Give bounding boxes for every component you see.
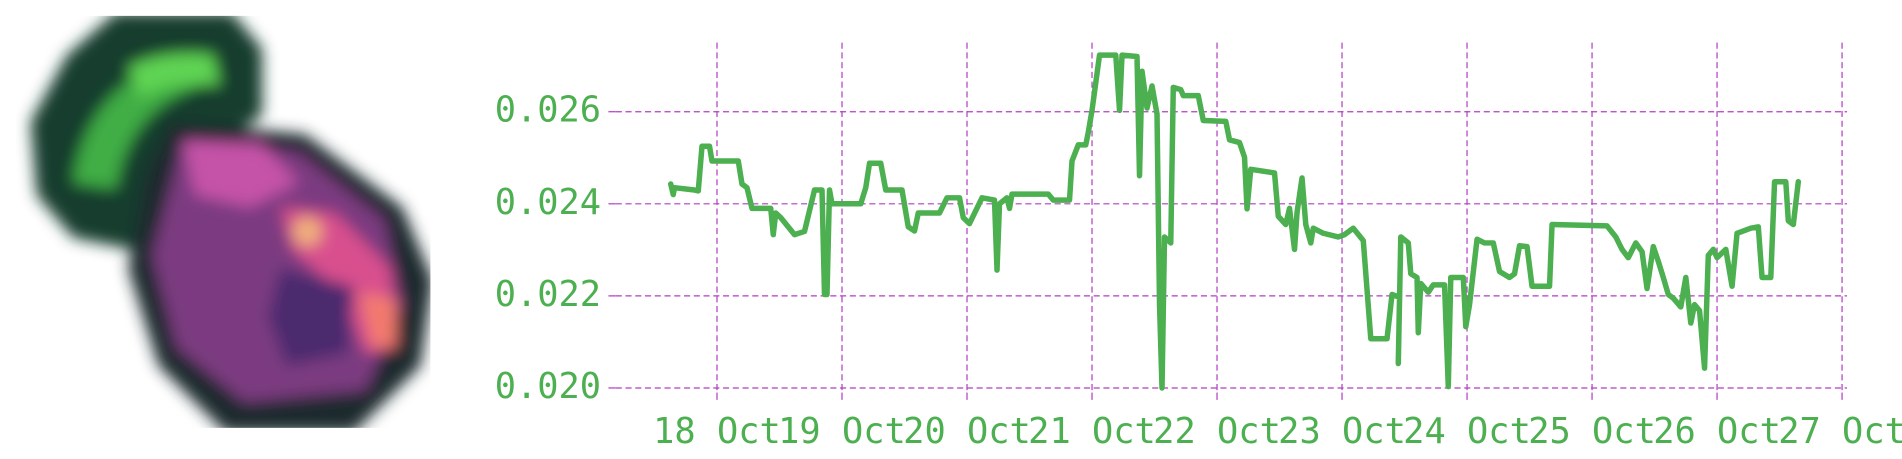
y-tick-label: 0.022 [495,274,601,315]
y-tick-label: 0.026 [495,90,601,131]
x-tick-label: 21 Oct [1028,411,1156,452]
x-tick-label: 22 Oct [1153,411,1281,452]
x-tick-label: 20 Oct [903,411,1031,452]
y-tick-label: 0.024 [495,182,601,223]
x-tick-label: 18 Oct [653,411,781,452]
sprite-image [15,15,431,428]
x-tick-label: 25 Oct [1528,411,1656,452]
y-tick-label: 0.020 [495,366,601,407]
x-tick-label: 24 Oct [1403,411,1531,452]
x-tick-label: 23 Oct [1278,411,1406,452]
data-line [668,52,1802,391]
x-tick-label: 19 Oct [778,411,906,452]
x-tick-label: 27 Oct [1778,411,1902,452]
x-tick-label: 26 Oct [1653,411,1781,452]
